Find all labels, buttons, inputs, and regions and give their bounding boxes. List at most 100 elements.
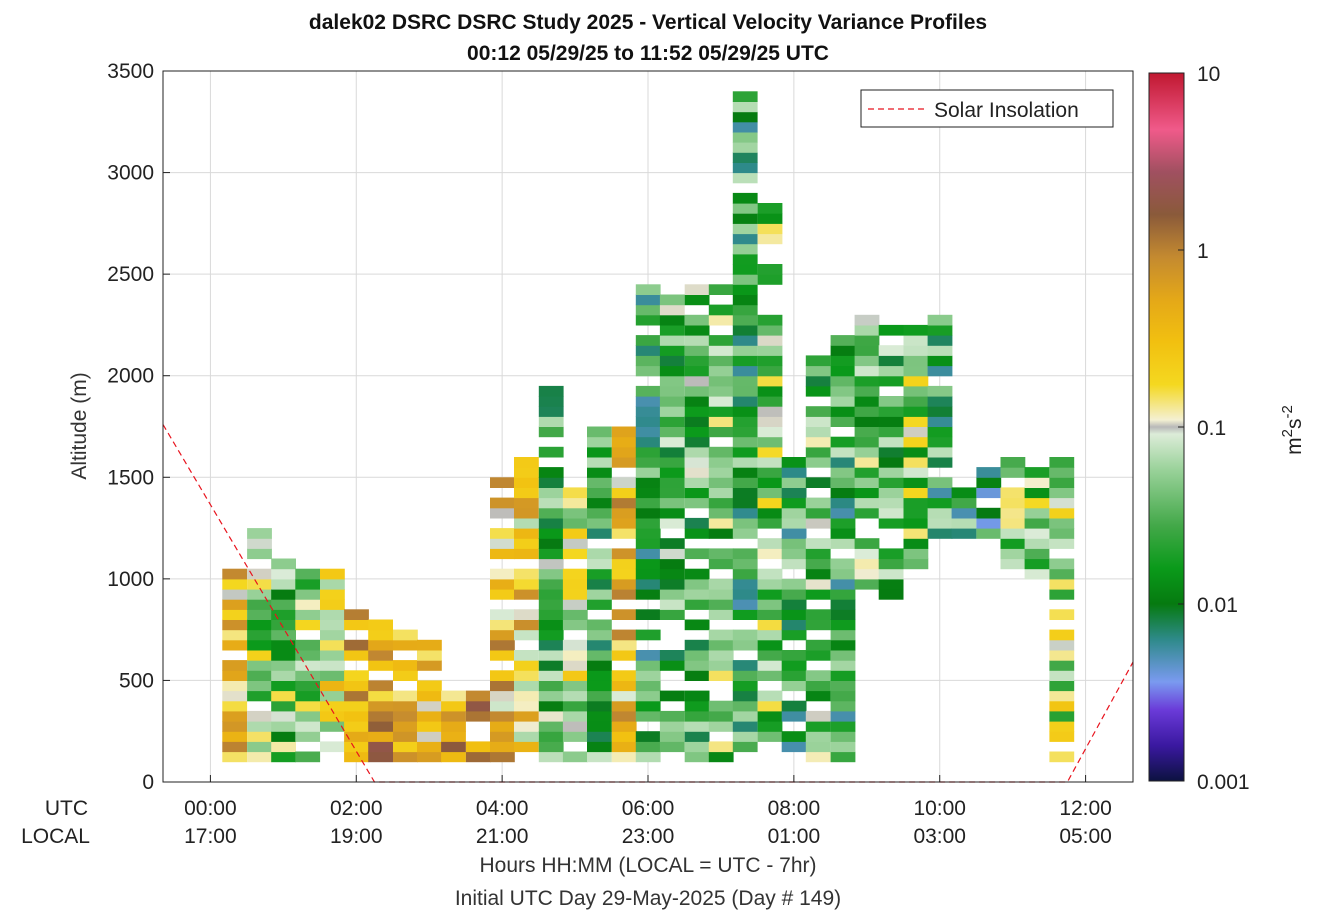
x-tick-label-utc: 08:00 <box>768 797 821 820</box>
heatmap-cell <box>927 355 953 367</box>
heatmap-cell <box>247 589 272 600</box>
heatmap-cell <box>222 710 248 722</box>
heatmap-cell <box>878 517 904 529</box>
heatmap-cell <box>320 721 345 732</box>
heatmap-cell <box>1000 548 1026 560</box>
heatmap-cell <box>805 690 831 702</box>
heatmap-cell <box>514 731 539 742</box>
heatmap-cell <box>393 639 418 651</box>
heatmap-cell <box>732 568 758 580</box>
heatmap-cell <box>757 619 783 631</box>
heatmap-cell <box>514 477 539 488</box>
heatmap-cell <box>393 700 418 712</box>
heatmap-cell <box>271 609 296 620</box>
heatmap-cell <box>562 578 588 590</box>
heatmap-cell <box>514 609 539 620</box>
heatmap-cell <box>587 619 612 631</box>
heatmap-cell <box>562 700 588 712</box>
heatmap-cell <box>757 609 783 620</box>
heatmap-cell <box>903 365 929 377</box>
heatmap-cell <box>659 660 685 671</box>
heatmap-cell <box>757 416 783 427</box>
heatmap-cell <box>878 436 904 448</box>
x-tick-label-utc: 12:00 <box>1059 797 1112 820</box>
heatmap-cell <box>927 365 953 377</box>
heatmap-cell <box>1049 467 1075 478</box>
x-tick-label-utc: 04:00 <box>476 797 529 820</box>
heatmap-cell <box>587 700 612 712</box>
heatmap-cell <box>635 528 661 539</box>
heatmap-cell <box>562 731 588 742</box>
heatmap-cell <box>271 558 296 570</box>
heatmap-cell <box>222 599 248 610</box>
heatmap-cell <box>344 670 369 681</box>
heatmap-cell <box>854 426 880 438</box>
heatmap-cell <box>732 497 758 509</box>
heatmap-cell <box>830 375 856 387</box>
heatmap-cell <box>732 345 758 356</box>
heatmap-cell <box>611 731 637 742</box>
heatmap-cell <box>830 406 856 417</box>
heatmap-cell <box>538 700 564 712</box>
heatmap-cell <box>635 355 661 367</box>
heatmap-cell <box>757 517 783 529</box>
heatmap-cell <box>1024 568 1050 580</box>
heatmap-cell <box>659 690 685 702</box>
heatmap-cell <box>732 375 758 387</box>
heatmap-cell <box>732 731 758 742</box>
heatmap-cell <box>684 365 710 377</box>
heatmap-cell <box>295 751 321 763</box>
heatmap-cell <box>927 335 953 346</box>
heatmap-cell <box>635 670 661 681</box>
heatmap-cell <box>757 457 783 468</box>
heatmap-cell <box>805 406 831 417</box>
heatmap-cell <box>878 558 904 570</box>
heatmap-cell <box>635 284 661 295</box>
heatmap-cell <box>659 457 685 468</box>
heatmap-cell <box>732 660 758 671</box>
heatmap-cell <box>247 599 272 610</box>
heatmap-cell <box>830 700 856 712</box>
heatmap-cell <box>514 619 539 631</box>
heatmap-cell <box>830 365 856 377</box>
heatmap-cell <box>247 670 272 681</box>
heatmap-cell <box>1000 558 1026 570</box>
heatmap-cell <box>732 324 758 336</box>
heatmap-cell <box>222 721 248 732</box>
colorbar-ticks: 10 1 0.1 0.01 0.001 <box>1178 63 1250 794</box>
heatmap-cell <box>732 436 758 448</box>
heatmap-cell <box>708 517 734 529</box>
heatmap-cell <box>222 660 248 671</box>
heatmap-cell <box>222 690 248 702</box>
heatmap-cell <box>830 457 856 468</box>
heatmap-cell <box>465 741 491 753</box>
heatmap-cell <box>805 680 831 692</box>
heatmap-cell <box>927 426 953 438</box>
heatmap-cell <box>659 355 685 367</box>
heatmap-cell <box>562 710 588 722</box>
heatmap-cell <box>757 639 783 651</box>
heatmap-cell <box>757 589 783 600</box>
colorbar-unit-label: m2s-2 <box>1279 405 1306 455</box>
heatmap-cell <box>611 497 637 509</box>
heatmap-cell <box>441 741 466 753</box>
heatmap-cell <box>708 355 734 367</box>
heatmap-cell <box>830 467 856 478</box>
heatmap-cell <box>465 700 491 712</box>
heatmap-cell <box>538 497 564 509</box>
heatmap-cell <box>684 284 710 295</box>
heatmap-cell <box>271 680 296 692</box>
heatmap-cell <box>562 507 588 519</box>
heatmap-cell <box>878 345 904 356</box>
heatmap-cell <box>659 335 685 346</box>
heatmap-cell <box>830 731 856 742</box>
heatmap-cell <box>684 589 710 600</box>
heatmap-cell <box>417 700 442 712</box>
heatmap-cell <box>878 324 904 336</box>
heatmap-cell <box>854 406 880 417</box>
heatmap-cell <box>490 670 515 681</box>
heatmap-cell <box>659 710 685 722</box>
heatmap-cell <box>490 629 515 641</box>
heatmap-cell <box>903 528 929 539</box>
heatmap-cell <box>587 457 612 468</box>
